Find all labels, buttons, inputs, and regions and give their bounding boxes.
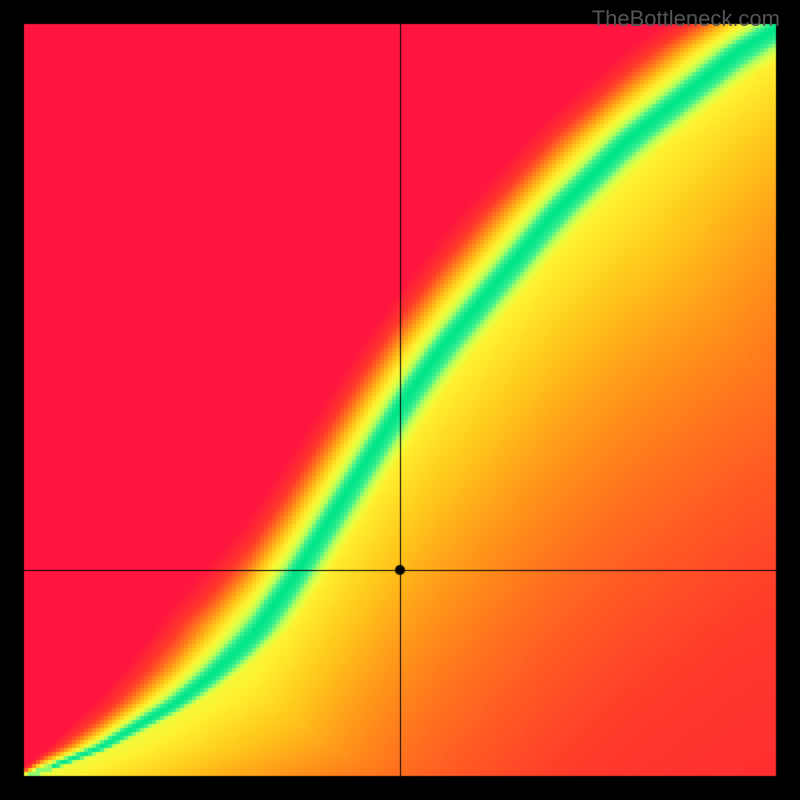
watermark-text: TheBottleneck.com xyxy=(592,6,780,32)
chart-container: TheBottleneck.com xyxy=(0,0,800,800)
heatmap-canvas xyxy=(0,0,800,800)
